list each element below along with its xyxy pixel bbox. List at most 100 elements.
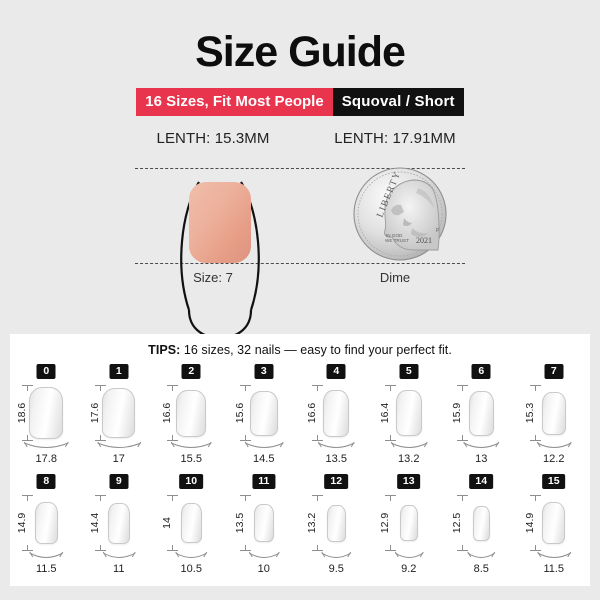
width-dimension: 9.5 (300, 551, 373, 577)
height-dimension: 15.9 (448, 382, 468, 444)
width-arc (463, 441, 500, 448)
nail-shape-icon (326, 504, 346, 542)
page-title: Size Guide (195, 28, 406, 76)
size-cell: 3 15.6 14.5 (228, 364, 301, 469)
size-number-badge: 9 (109, 474, 129, 490)
width-dimension: 13.5 (300, 441, 373, 467)
width-value: 17.8 (35, 453, 57, 465)
height-dimension: 14.9 (13, 492, 33, 554)
dime-coin-icon: LIBERTY IN GOD WE TRUST 2021 P (352, 166, 448, 262)
width-dimension: 10.5 (155, 551, 228, 577)
size-number-badge: 6 (471, 364, 491, 380)
width-value: 13 (475, 453, 488, 465)
svg-text:2021: 2021 (416, 236, 432, 245)
size-number-badge: 13 (396, 474, 421, 490)
size-cell: 5 16.4 13.2 (373, 364, 446, 469)
size-cell: 7 15.3 12.2 (518, 364, 591, 469)
size-cell: 4 16.6 13.5 (300, 364, 373, 469)
size-cell: 11 13.5 10 (228, 474, 301, 579)
width-value: 11.5 (543, 563, 565, 575)
size-number-badge: 8 (36, 474, 56, 490)
size-number-badge: 1 (109, 364, 129, 380)
size-number-badge: 4 (326, 364, 346, 380)
height-dimension: 18.6 (13, 382, 33, 444)
nail-shape-icon (472, 505, 490, 541)
size-number-badge: 11 (252, 474, 276, 490)
width-dimension: 17.8 (10, 441, 83, 467)
comparison-right-header: LENTH: 17.91MM (300, 130, 490, 147)
height-dimension: 14.9 (521, 492, 541, 554)
nail-shape-wrapper (445, 492, 518, 554)
width-value: 10.5 (180, 563, 202, 575)
width-dimension: 17 (83, 441, 156, 467)
tips-text: TIPS: 16 sizes, 32 nails — easy to find … (10, 334, 590, 357)
width-value: 15.5 (180, 453, 202, 465)
width-dimension: 15.5 (155, 441, 228, 467)
width-arc (175, 551, 208, 558)
badge-shape-length: Squoval / Short (332, 88, 464, 117)
width-arc (536, 551, 571, 558)
width-value: 12.2 (543, 453, 565, 465)
nail-on-finger-icon (165, 160, 275, 340)
nail-shape-icon (395, 390, 422, 436)
height-dimension: 12.9 (376, 492, 396, 554)
height-dimension: 12.5 (448, 492, 468, 554)
width-arc (102, 551, 136, 558)
size-cell: 13 12.9 9.2 (373, 474, 446, 579)
width-value: 8.5 (473, 563, 489, 575)
tick-bottom (167, 550, 178, 551)
size-number-badge: 3 (254, 364, 274, 380)
width-arc (23, 441, 69, 448)
nail-shape-icon (323, 389, 350, 437)
size-number-badge: 5 (399, 364, 419, 380)
width-arc (467, 551, 496, 558)
nail-shape-icon (542, 502, 566, 544)
nail-shape-wrapper (155, 382, 228, 444)
tick-bottom (457, 440, 468, 441)
nail-shape-wrapper (518, 382, 591, 444)
size-number-badge: 2 (181, 364, 201, 380)
badge-sizes-fit: 16 Sizes, Fit Most People (136, 88, 333, 117)
width-arc (394, 551, 424, 558)
dime-caption: Dime (379, 270, 411, 286)
nail-shape-icon (253, 504, 274, 542)
nail-shape-icon (176, 389, 207, 437)
svg-text:WE TRUST: WE TRUST (385, 238, 409, 243)
tips-prefix: TIPS: (148, 343, 181, 357)
comparison-left-header: LENTH: 15.3MM (118, 130, 308, 147)
tick-bottom (384, 440, 396, 441)
width-value: 14.5 (253, 453, 275, 465)
size-row-bottom: 8 14.9 11.5 9 14.4 11 10 14 10.5 11 13.5 10 12 13.2 9.… (10, 474, 590, 579)
height-dimension: 16.6 (158, 382, 178, 444)
size-chart-card: TIPS: 16 sizes, 32 nails — easy to find … (10, 334, 590, 586)
tick-bottom (22, 550, 33, 551)
width-value: 17 (112, 453, 125, 465)
size-row-top: 0 18.6 17.8 1 17.6 17 2 16.6 15.5 3 15.6 14.5 4 16.6 1… (10, 364, 590, 469)
nail-shape-wrapper (373, 492, 446, 554)
height-dimension: 15.6 (231, 382, 251, 444)
nail-size-caption: Size: 7 (193, 270, 233, 286)
tick-bottom (239, 550, 251, 551)
size-cell: 2 16.6 15.5 (155, 364, 228, 469)
dime-length-label: LENTH: 17.91MM (334, 130, 456, 148)
width-dimension: 11 (83, 551, 156, 577)
tick-bottom (239, 440, 251, 441)
nail-shape-wrapper (300, 382, 373, 444)
nail-shape-wrapper (300, 492, 373, 554)
tick-bottom (312, 550, 323, 551)
width-arc (170, 441, 212, 448)
width-arc (29, 551, 64, 558)
height-dimension: 14 (158, 492, 178, 554)
height-dimension: 17.6 (86, 382, 106, 444)
width-dimension: 13.2 (373, 441, 446, 467)
comparison-section: LENTH: 15.3MM LENTH: 17.91MM (0, 130, 600, 340)
nail-length-label: LENTH: 15.3MM (156, 130, 270, 148)
tick-bottom (312, 440, 323, 441)
nail-shape-icon (29, 387, 64, 439)
width-dimension: 11.5 (518, 551, 591, 577)
width-value: 9.2 (401, 563, 417, 575)
size-cell: 9 14.4 11 (83, 474, 156, 579)
width-value: 11.5 (35, 563, 57, 575)
nail-shape-icon (107, 502, 130, 544)
